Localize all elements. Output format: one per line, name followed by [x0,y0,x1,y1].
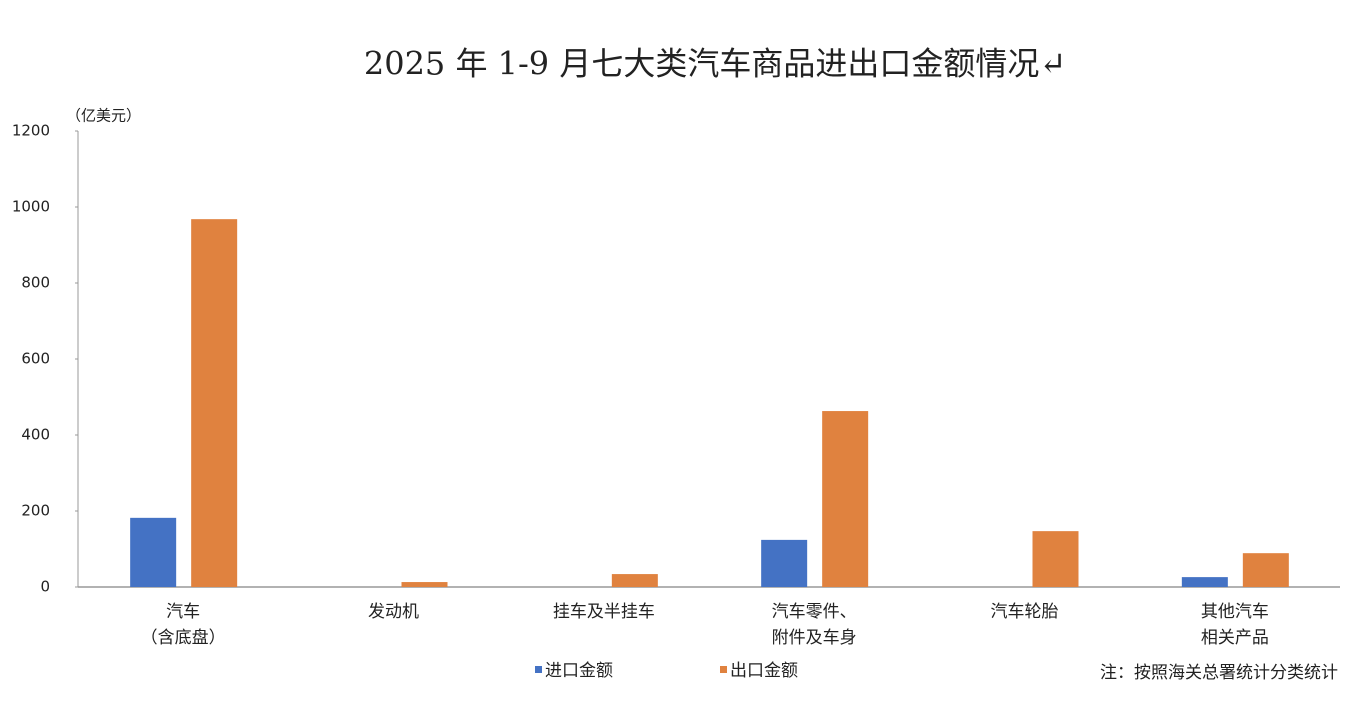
chart-title: 2025 年 1-9 月七大类汽车商品进出口金额情况↵ [364,45,1066,83]
legend-label: 出口金额 [730,661,798,681]
x-tick-label: 其他汽车 相关产品 [1200,602,1269,648]
x-tick-label: 发动机 [368,602,419,622]
y-tick-label: 1000 [12,198,50,216]
bar [1242,553,1289,587]
y-tick-label: 0 [40,578,50,596]
y-unit: （亿美元） [66,107,141,125]
bar [401,582,448,587]
y-tick-label: 600 [21,350,50,368]
bar [191,219,238,587]
legend-swatch [535,666,542,673]
bar [130,517,177,587]
bar [611,574,658,587]
y-tick-label: 200 [21,502,50,520]
bar [822,411,869,587]
x-tick-label: 挂车及半挂车 [552,602,655,622]
note: 注：按照海关总署统计分类统计 [1100,663,1338,683]
x-tick-label: 汽车零件、 附件及车身 [771,602,857,648]
y-tick-label: 800 [21,274,50,292]
bar [1181,577,1228,587]
bar [1032,531,1079,587]
y-tick-label: 1200 [12,122,50,140]
y-tick-label: 400 [21,426,50,444]
x-tick-label: 汽车轮胎 [990,602,1059,622]
x-tick-label: 汽车 （含底盘） [140,602,226,648]
legend-swatch [720,666,727,673]
legend-label: 进口金额 [545,661,613,681]
bar [761,539,808,587]
